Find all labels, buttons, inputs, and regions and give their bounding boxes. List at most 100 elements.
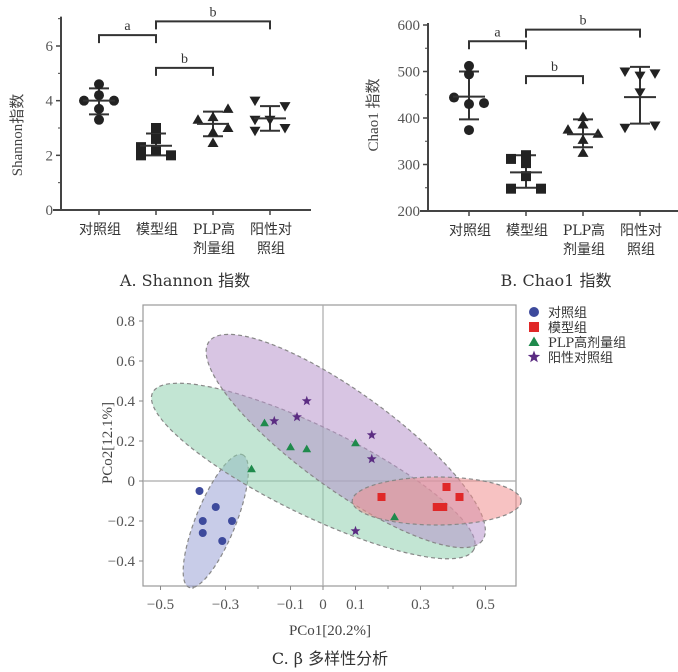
pcoa-series-3 <box>269 395 377 536</box>
x-category-label-line2: 照组 <box>257 241 285 257</box>
pcoa-point <box>366 429 377 440</box>
data-point <box>136 142 146 153</box>
pcoa-point <box>377 493 386 501</box>
panel-a-shannon: Shannon指数 A. Shannon 指数 0 2 4 6 对照组 模型组 PLP高剂量… <box>9 5 311 290</box>
data-point <box>649 69 661 79</box>
pcoa-series-0 <box>195 487 236 545</box>
data-point <box>506 183 516 194</box>
panel-c-caption: C. β 多样性分析 <box>272 649 388 668</box>
pcoa-series-1 <box>377 483 464 511</box>
pcoa-point <box>218 537 227 545</box>
data-point <box>619 123 631 134</box>
y-tick-label: −0.4 <box>108 554 136 570</box>
series-2 <box>562 111 604 157</box>
data-point <box>222 103 234 113</box>
legend-marker <box>527 350 541 363</box>
y-tick-label: 0 <box>128 474 136 490</box>
x-category-label-line2: 剂量组 <box>563 242 605 258</box>
data-point <box>562 124 574 134</box>
x-category-label: 对照组 <box>79 222 121 238</box>
data-point <box>249 96 261 107</box>
x-category-label-line2: 剂量组 <box>193 241 235 257</box>
significance-label: b <box>181 52 188 67</box>
data-point <box>151 144 161 155</box>
y-tick-label: 2 <box>46 148 54 164</box>
data-point <box>521 158 531 169</box>
pcoa-point <box>439 503 448 511</box>
data-point <box>464 125 474 136</box>
pcoa-point <box>301 395 312 406</box>
pcoa-point <box>269 415 280 426</box>
pcoa-point <box>211 503 220 511</box>
data-point <box>506 153 516 164</box>
pcoa-point <box>228 517 236 525</box>
panel-a-caption: A. Shannon 指数 <box>119 271 250 290</box>
data-point <box>94 90 104 101</box>
data-point <box>619 67 631 77</box>
data-point <box>151 133 161 144</box>
pcoa-point <box>350 525 361 536</box>
x-category-label: PLP高 <box>193 221 235 238</box>
pcoa-point <box>292 411 302 422</box>
panel-b-ylabel: Chao1 指数 <box>365 79 382 152</box>
x-category-label: PLP高 <box>563 222 605 239</box>
y-tick-label: 500 <box>398 65 421 81</box>
pcoa-point <box>390 512 399 521</box>
series-3 <box>619 65 661 134</box>
pcoa-point <box>302 444 312 453</box>
pcoa-point <box>195 487 204 495</box>
y-tick-label: 6 <box>46 39 54 55</box>
legend-marker <box>529 307 539 317</box>
y-tick-label: 300 <box>398 158 421 174</box>
data-point <box>264 115 276 126</box>
significance-bracket <box>155 20 271 30</box>
panel-c-xlabel: PCo1[20.2%] <box>289 623 371 639</box>
panel-a-ylabel: Shannon指数 <box>9 94 26 177</box>
y-tick-label: 400 <box>398 111 421 127</box>
panel-b-caption: B. Chao1 指数 <box>501 271 612 290</box>
pcoa-point <box>247 464 256 473</box>
significance-label: b <box>551 60 558 75</box>
data-point <box>279 124 291 134</box>
data-point <box>249 115 261 126</box>
pcoa-point <box>442 483 451 491</box>
y-tick-label: 0 <box>46 203 54 219</box>
data-point <box>222 122 234 132</box>
x-category-label: 模型组 <box>506 223 548 239</box>
data-point <box>577 119 589 129</box>
y-tick-label: 0.2 <box>116 434 135 450</box>
pcoa-point <box>455 493 464 501</box>
legend-label: 对照组 <box>548 306 587 321</box>
data-point <box>521 171 531 182</box>
data-point <box>94 114 104 125</box>
series-1 <box>136 123 176 161</box>
pcoa-point <box>286 442 295 451</box>
significance-bracket <box>98 34 157 44</box>
panel-c-ylabel: PCo2[12.1%] <box>100 402 116 484</box>
data-point <box>577 111 589 122</box>
data-point <box>521 150 531 161</box>
data-point <box>649 121 661 131</box>
data-point <box>166 150 176 161</box>
pcoa-point <box>351 438 360 447</box>
data-point <box>207 137 219 148</box>
x-category-label: 阳性对 <box>620 223 662 239</box>
significance-label: b <box>210 5 217 20</box>
data-point <box>151 123 161 133</box>
legend-label: 阳性对照组 <box>548 351 613 366</box>
data-point <box>192 114 204 124</box>
data-point <box>249 126 261 137</box>
y-tick-label: 200 <box>398 204 421 220</box>
panel-b-chao1: Chao1 指数 B. Chao1 指数 200 300 400 500 600 对照组模… <box>365 14 678 290</box>
significance-label: b <box>580 14 587 29</box>
y-tick-label: 0.4 <box>116 394 135 410</box>
y-tick-label: 4 <box>46 94 54 110</box>
pcoa-point <box>260 418 269 427</box>
y-tick-label: −0.2 <box>108 514 135 530</box>
legend-marker <box>528 336 540 346</box>
pcoa-point <box>366 453 377 464</box>
pcoa-point <box>198 529 207 537</box>
y-tick-label: 600 <box>398 18 421 34</box>
legend-marker <box>529 322 539 332</box>
